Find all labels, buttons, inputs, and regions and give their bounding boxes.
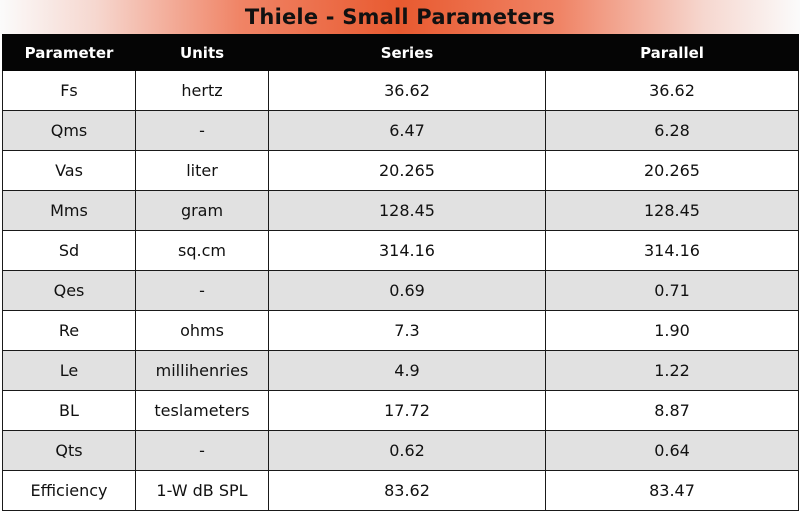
cell-parameter: Vas xyxy=(2,150,136,191)
column-header-parallel: Parallel xyxy=(545,34,799,71)
cell-units: - xyxy=(135,110,269,151)
cell-series: 4.9 xyxy=(268,350,546,391)
cell-parameter: BL xyxy=(2,390,136,431)
cell-series: 83.62 xyxy=(268,470,546,511)
cell-parameter: Le xyxy=(2,350,136,391)
column-header-parameter: Parameter xyxy=(2,34,136,71)
column-header-series: Series xyxy=(268,34,546,71)
table-row: Mms gram 128.45 128.45 xyxy=(2,190,799,231)
cell-parallel: 0.64 xyxy=(545,430,799,471)
cell-units: sq.cm xyxy=(135,230,269,271)
cell-parameter: Mms xyxy=(2,190,136,231)
table-row: Re ohms 7.3 1.90 xyxy=(2,310,799,351)
parameters-table: Parameter Units Series Parallel Fs hertz… xyxy=(2,34,799,511)
cell-parallel: 6.28 xyxy=(545,110,799,151)
cell-parallel: 36.62 xyxy=(545,70,799,111)
title-bar: Thiele - Small Parameters xyxy=(0,0,800,34)
cell-units: ohms xyxy=(135,310,269,351)
cell-series: 36.62 xyxy=(268,70,546,111)
cell-parallel: 1.90 xyxy=(545,310,799,351)
cell-parallel: 314.16 xyxy=(545,230,799,271)
cell-parallel: 1.22 xyxy=(545,350,799,391)
cell-parallel: 0.71 xyxy=(545,270,799,311)
cell-units: - xyxy=(135,430,269,471)
cell-series: 17.72 xyxy=(268,390,546,431)
table-row: Sd sq.cm 314.16 314.16 xyxy=(2,230,799,271)
cell-parameter: Efficiency xyxy=(2,470,136,511)
table-body: Fs hertz 36.62 36.62 Qms - 6.47 6.28 Vas… xyxy=(2,70,799,511)
cell-parameter: Fs xyxy=(2,70,136,111)
table-row: Fs hertz 36.62 36.62 xyxy=(2,70,799,111)
cell-units: gram xyxy=(135,190,269,231)
cell-parameter: Qms xyxy=(2,110,136,151)
cell-series: 0.69 xyxy=(268,270,546,311)
cell-parallel: 8.87 xyxy=(545,390,799,431)
cell-series: 6.47 xyxy=(268,110,546,151)
table-row: Qms - 6.47 6.28 xyxy=(2,110,799,151)
cell-parameter: Qts xyxy=(2,430,136,471)
table-row: Qes - 0.69 0.71 xyxy=(2,270,799,311)
table-row: Vas liter 20.265 20.265 xyxy=(2,150,799,191)
cell-series: 7.3 xyxy=(268,310,546,351)
table-header: Parameter Units Series Parallel xyxy=(2,34,799,71)
cell-units: teslameters xyxy=(135,390,269,431)
cell-parallel: 20.265 xyxy=(545,150,799,191)
cell-series: 314.16 xyxy=(268,230,546,271)
column-header-units: Units xyxy=(135,34,269,71)
table-row: Efficiency 1-W dB SPL 83.62 83.47 xyxy=(2,470,799,511)
header-row: Parameter Units Series Parallel xyxy=(2,34,799,71)
cell-series: 0.62 xyxy=(268,430,546,471)
table-row: Qts - 0.62 0.64 xyxy=(2,430,799,471)
cell-units: millihenries xyxy=(135,350,269,391)
cell-parallel: 83.47 xyxy=(545,470,799,511)
cell-units: - xyxy=(135,270,269,311)
cell-parallel: 128.45 xyxy=(545,190,799,231)
table-row: BL teslameters 17.72 8.87 xyxy=(2,390,799,431)
cell-parameter: Re xyxy=(2,310,136,351)
cell-parameter: Sd xyxy=(2,230,136,271)
cell-units: hertz xyxy=(135,70,269,111)
cell-series: 128.45 xyxy=(268,190,546,231)
page-title: Thiele - Small Parameters xyxy=(244,5,556,29)
cell-parameter: Qes xyxy=(2,270,136,311)
cell-units: 1-W dB SPL xyxy=(135,470,269,511)
cell-series: 20.265 xyxy=(268,150,546,191)
table-row: Le millihenries 4.9 1.22 xyxy=(2,350,799,391)
cell-units: liter xyxy=(135,150,269,191)
